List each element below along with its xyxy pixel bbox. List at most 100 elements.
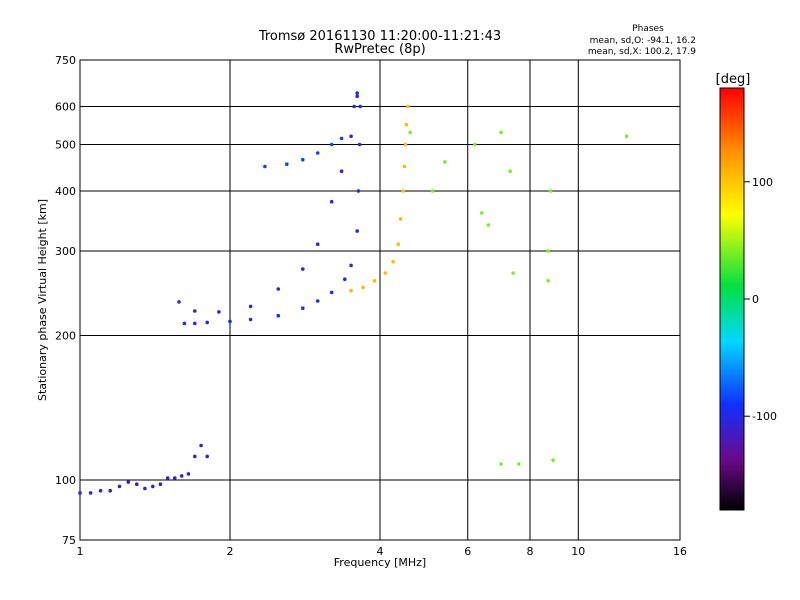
data-point	[263, 164, 267, 169]
colorbar-label: [deg]	[716, 72, 751, 87]
data-point	[349, 134, 353, 139]
x-tick-label: 1	[77, 545, 84, 558]
y-tick-label: 100	[55, 474, 76, 487]
data-point	[511, 271, 515, 275]
data-point	[486, 223, 491, 227]
data-point	[205, 454, 209, 459]
data-point	[173, 476, 177, 480]
data-point	[315, 151, 320, 155]
data-point	[356, 189, 361, 193]
x-axis-ticks: 1 2 4 6 8 10 16	[77, 545, 688, 558]
data-point	[499, 130, 503, 135]
colorbar-tick-label: 100	[752, 176, 773, 189]
data-point	[276, 287, 281, 291]
data-point	[98, 488, 103, 493]
data-point	[315, 299, 320, 303]
x-axis-label: Frequency [MHz]	[334, 556, 426, 569]
data-point	[179, 474, 184, 478]
data-point	[301, 267, 305, 271]
data-point	[396, 242, 401, 246]
data-point	[517, 462, 521, 466]
x-tick-label: 8	[527, 545, 534, 558]
data-point	[193, 321, 197, 326]
data-point	[301, 157, 305, 162]
data-point	[430, 189, 435, 193]
data-point	[406, 104, 410, 109]
data-point	[193, 454, 197, 459]
y-tick-label: 300	[55, 245, 76, 258]
data-point	[551, 458, 555, 463]
data-point	[479, 211, 484, 215]
data-point	[546, 279, 550, 283]
chart-subtitle: RwPretec (8p)	[334, 42, 425, 57]
x-tick-label: 10	[571, 545, 585, 558]
y-tick-label: 750	[55, 54, 76, 67]
data-point	[186, 472, 191, 476]
data-point	[473, 142, 477, 147]
y-axis-ticks: 75 100 200 300 400 500 600 750	[55, 54, 76, 547]
data-point	[358, 104, 363, 109]
data-point	[108, 488, 112, 493]
data-point	[88, 491, 93, 495]
data-point	[301, 306, 305, 311]
data-point	[248, 304, 253, 309]
data-point	[165, 476, 170, 480]
series-f-layer-o-mode-upper-branch	[177, 94, 360, 314]
data-point	[339, 136, 344, 141]
y-tick-label: 400	[55, 185, 76, 198]
data-point	[349, 288, 353, 293]
chart-title: Tromsø 20161130 11:20:00-11:21:43	[258, 29, 501, 44]
data-point	[355, 94, 360, 99]
data-point	[217, 310, 221, 314]
data-point	[624, 134, 629, 139]
data-point	[193, 309, 197, 313]
data-point	[329, 142, 334, 147]
stats-x-mode: mean, sd,X: 100.2, 17.9	[588, 47, 696, 57]
colorbar-ticks: 100 0 -100	[744, 176, 777, 423]
data-point	[285, 162, 289, 166]
colorbar-tick-label: 0	[752, 293, 759, 306]
data-point	[349, 263, 353, 268]
data-point	[499, 462, 503, 466]
x-tick-label: 16	[673, 545, 687, 558]
series-f-layer-x-mode-trace	[349, 104, 410, 293]
data-point	[403, 142, 408, 147]
data-point	[391, 259, 395, 264]
y-tick-label: 500	[55, 139, 76, 152]
data-point	[398, 217, 403, 221]
data-point	[408, 130, 413, 135]
data-point	[151, 484, 155, 489]
stats-o-mode: mean, sd,O: -94.1, 16.2	[590, 36, 696, 46]
data-point	[143, 486, 147, 491]
data-point	[117, 484, 122, 489]
y-tick-label: 600	[55, 101, 76, 114]
data-point	[548, 189, 553, 193]
series-f-layer-o-mode-trace	[182, 91, 363, 326]
data-point	[357, 142, 362, 147]
data-point	[78, 491, 82, 495]
data-point	[372, 279, 377, 283]
data-point	[383, 271, 388, 275]
x-tick-label: 2	[227, 545, 234, 558]
data-point	[361, 285, 365, 290]
x-tick-label: 4	[377, 545, 384, 558]
data-point	[355, 229, 360, 233]
data-point	[276, 313, 281, 318]
data-point	[546, 249, 550, 253]
data-point	[158, 482, 163, 487]
y-tick-label: 75	[62, 534, 76, 547]
series-scattered-echoes	[408, 130, 629, 466]
data-point	[355, 91, 360, 95]
data-point	[343, 277, 347, 282]
data-point	[315, 242, 320, 246]
data-point	[135, 482, 139, 487]
series-f-layer-upper-segment	[263, 136, 344, 169]
data-point	[339, 169, 344, 173]
data-point	[352, 104, 357, 109]
colorbar-tick-label: -100	[752, 410, 777, 423]
data-point	[402, 164, 407, 169]
data-point	[177, 300, 181, 304]
data-point	[443, 160, 447, 164]
y-axis-label: Stationary phase Virtual Height [km]	[36, 199, 49, 401]
